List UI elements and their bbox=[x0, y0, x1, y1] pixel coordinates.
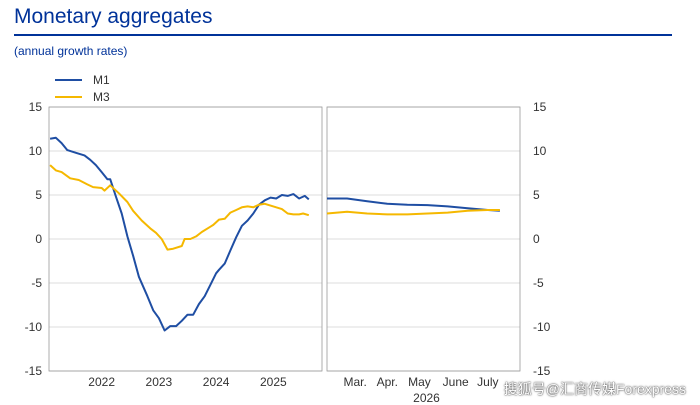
grid-lines bbox=[48, 106, 521, 372]
legend-label-m3: M3 bbox=[93, 90, 110, 104]
y-tick-label-right: 15 bbox=[533, 100, 547, 114]
series-line-m1 bbox=[327, 197, 500, 212]
chart-title: Monetary aggregates bbox=[14, 5, 213, 28]
y-tick-label-left: 10 bbox=[29, 144, 43, 158]
series-line-m1 bbox=[49, 136, 310, 332]
x-tick-label: 2024 bbox=[203, 375, 230, 389]
y-tick-label-left: 0 bbox=[35, 232, 42, 246]
chart-subtitle: (annual growth rates) bbox=[14, 44, 128, 58]
x-tick-label: 2023 bbox=[146, 375, 173, 389]
y-tick-label-left: -5 bbox=[31, 276, 42, 290]
x-tick-label: Apr. bbox=[377, 375, 398, 389]
panel-frame bbox=[48, 106, 323, 372]
series-line-m3 bbox=[326, 209, 500, 216]
x-tick-label: July bbox=[477, 375, 498, 389]
y-tick-label-right: -15 bbox=[533, 364, 551, 378]
y-tick-label-right: -10 bbox=[533, 320, 551, 334]
y-tick-label-left: 5 bbox=[35, 188, 42, 202]
axes: 15 15 10 10 5 5 0 0 -5 -5 -10 -10 -15 -15 2022 2023 2024… bbox=[25, 100, 551, 405]
x-tick-label: 2025 bbox=[260, 375, 287, 389]
y-tick-label-right: 0 bbox=[533, 232, 540, 246]
panel-frame bbox=[326, 106, 521, 372]
x-tick-label: Mar. bbox=[343, 375, 366, 389]
y-tick-label-left: -10 bbox=[25, 320, 43, 334]
y-tick-label-left: -15 bbox=[25, 364, 43, 378]
monetary-aggregates-chart: 15 15 10 10 5 5 0 0 -5 -5 -10 -10 -15 -15 2022 2023 2024… bbox=[25, 73, 551, 405]
title-rule bbox=[14, 34, 672, 36]
x-tick-label: 2022 bbox=[88, 375, 115, 389]
y-tick-label-right: 5 bbox=[533, 188, 540, 202]
series-lines bbox=[49, 136, 500, 332]
x-year-label: 2026 bbox=[413, 391, 440, 405]
x-tick-label: June bbox=[443, 375, 469, 389]
x-tick-label: May bbox=[408, 375, 431, 389]
legend-label-m1: M1 bbox=[93, 73, 110, 87]
y-tick-label-right: -5 bbox=[533, 276, 544, 290]
y-tick-label-right: 10 bbox=[533, 144, 547, 158]
y-tick-label-left: 15 bbox=[29, 100, 43, 114]
watermark: 搜狐号@汇商传媒Forexpress bbox=[503, 381, 686, 397]
series-line-m3 bbox=[49, 164, 310, 251]
